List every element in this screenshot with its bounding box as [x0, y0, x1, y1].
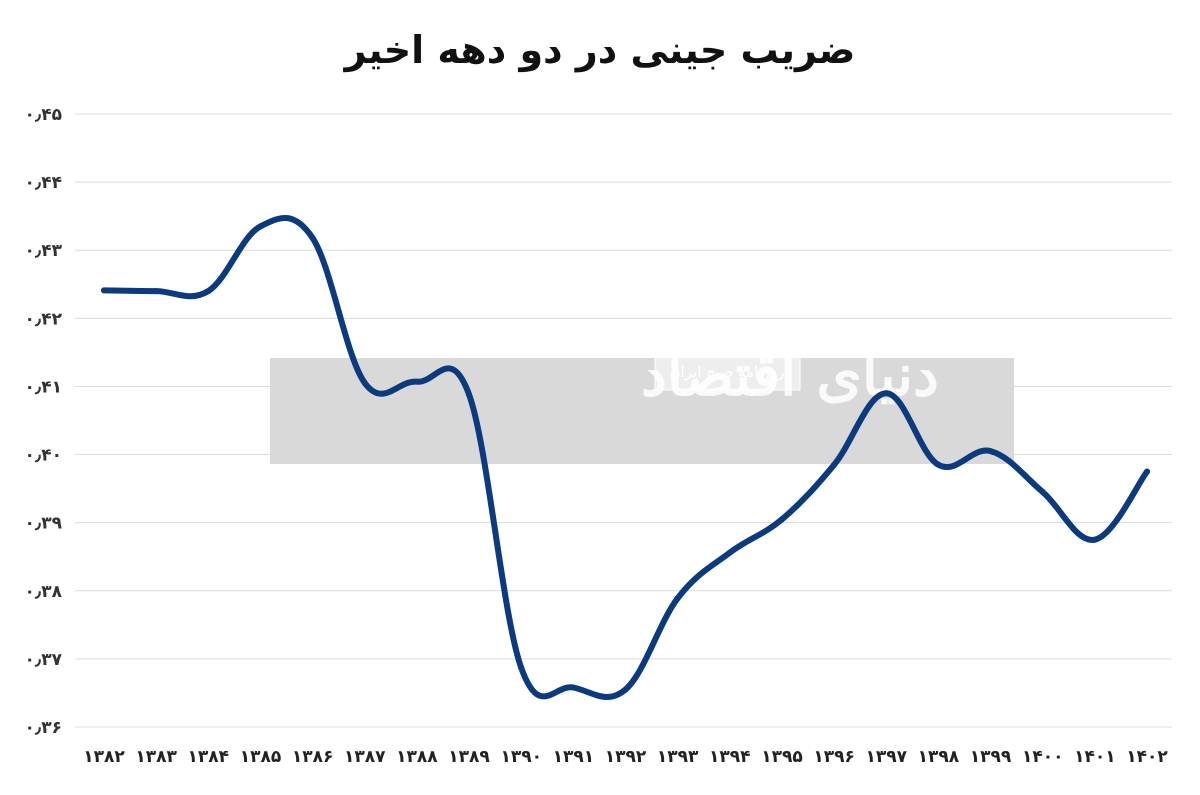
x-tick-label: ۱۳۹۰: [500, 747, 542, 767]
data-point: [831, 461, 838, 468]
x-tick-label: ۱۳۸۴: [188, 747, 230, 767]
data-point: [153, 288, 160, 295]
y-tick-label: ۰٫۳۶: [25, 718, 62, 738]
data-point: [466, 391, 473, 398]
x-tick-label: ۱۴۰۱: [1074, 747, 1116, 767]
x-tick-label: ۱۴۰۰: [1022, 747, 1064, 767]
x-axis-ticks: ۱۳۸۲ ۱۳۸۳ ۱۳۸۴ ۱۳۸۵ ۱۳۸۶ ۱۳۸۷ ۱۳۸۸ ۱۳۸۹ ۱۳۹۰ ۱۳۹۱…: [83, 747, 1168, 767]
data-point: [101, 287, 107, 294]
y-tick-label: ۰٫۴۰: [25, 446, 62, 466]
y-tick-label: ۰٫۳۹: [25, 514, 63, 534]
x-tick-label: ۱۳۹۲: [605, 747, 647, 767]
watermark-subtitle: روزنامه صبح ایران: [670, 363, 785, 381]
x-tick-label: ۱۳۸۶: [292, 747, 334, 767]
x-tick-label: ۱۴۰۲: [1126, 747, 1168, 767]
y-tick-label: ۰٫۳۷: [25, 650, 63, 670]
data-point: [257, 223, 264, 230]
x-tick-label: ۱۳۸۸: [396, 747, 438, 767]
x-tick-label: ۱۳۸۵: [240, 747, 282, 767]
data-point: [935, 461, 942, 468]
x-tick-label: ۱۳۸۹: [448, 747, 490, 767]
x-tick-label: ۱۳۹۴: [709, 747, 751, 767]
y-axis-ticks: ۰٫۴۵ ۰٫۴۴ ۰٫۴۳ ۰٫۴۲ ۰٫۴۱ ۰٫۴۰ ۰٫۳۹ ۰٫۳۸ ۰٫۳۷ ۰٫۳۶: [25, 105, 63, 738]
x-tick-label: ۱۳۸۳: [135, 747, 177, 767]
y-tick-label: ۰٫۴۴: [25, 173, 62, 193]
x-tick-label: ۱۳۹۷: [865, 747, 907, 767]
data-point: [1144, 468, 1150, 475]
y-tick-label: ۰٫۳۸: [25, 582, 63, 602]
data-point: [987, 448, 994, 455]
x-tick-label: ۱۳۹۸: [918, 747, 960, 767]
y-tick-label: ۰٫۴۵: [25, 105, 62, 125]
x-tick-label: ۱۳۸۷: [344, 747, 386, 767]
watermark: دنیای اقتصاد روزنامه صبح ایران: [270, 341, 1014, 464]
y-tick-label: ۰٫۴۱: [25, 377, 62, 397]
data-point: [570, 684, 577, 691]
y-tick-label: ۰٫۴۳: [25, 241, 63, 261]
x-tick-label: ۱۳۸۲: [83, 747, 125, 767]
series-layer: [101, 215, 1150, 700]
data-point: [309, 234, 316, 241]
data-point: [1039, 489, 1046, 496]
watermark-band: [270, 358, 1014, 464]
chart-title: ضریب جینی در دو دهه اخیر: [344, 28, 856, 72]
y-tick-label: ۰٫۴۲: [25, 309, 63, 329]
x-tick-label: ۱۳۹۹: [970, 747, 1012, 767]
series-line: [101, 215, 1150, 700]
x-tick-label: ۱۳۹۵: [761, 747, 803, 767]
watermark-subtitle-box: [654, 349, 801, 391]
x-tick-label: ۱۳۹۱: [553, 747, 595, 767]
x-tick-label: ۱۳۹۶: [813, 747, 855, 767]
data-point: [413, 378, 420, 385]
data-point: [361, 380, 368, 387]
data-point: [1091, 536, 1098, 543]
data-point: [622, 686, 629, 693]
data-point: [883, 390, 890, 397]
data-point: [674, 595, 681, 602]
x-tick-label: ۱۳۹۳: [657, 747, 699, 767]
data-point: [518, 664, 525, 671]
data-point: [205, 288, 212, 295]
data-point: [726, 549, 733, 556]
data-point: [778, 516, 785, 523]
